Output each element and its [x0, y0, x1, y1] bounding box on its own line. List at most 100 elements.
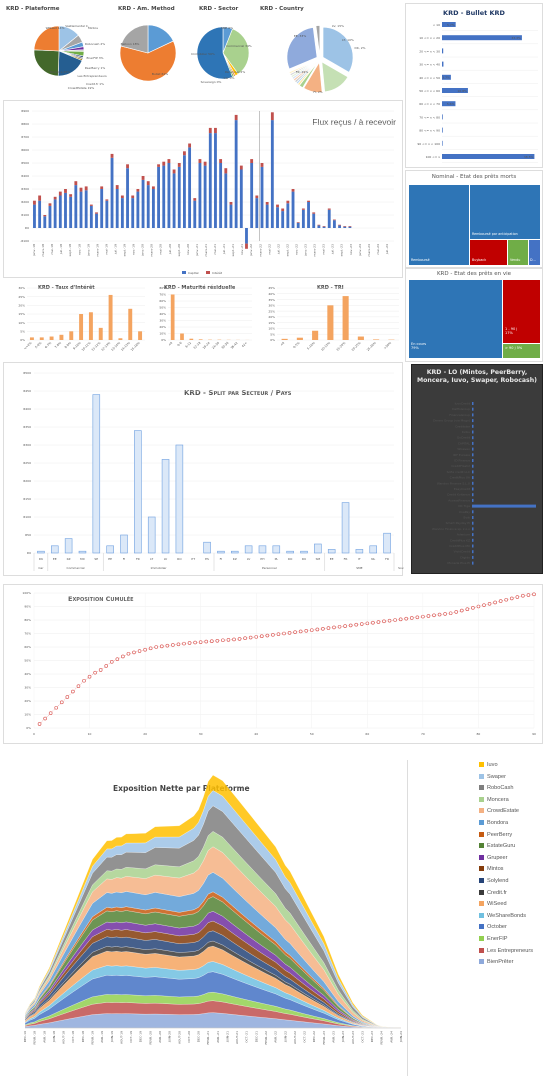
- tri-bar: [312, 330, 319, 340]
- cumul-point: [437, 612, 442, 617]
- lo-row-label: IuvoCredit: [455, 402, 471, 406]
- lo-bar: [472, 527, 474, 531]
- cumul-point: [359, 622, 364, 626]
- flux-bar-capital: [229, 204, 233, 228]
- flux-ytick: €800: [21, 122, 29, 126]
- nette-legend-item: CrowdEstate: [479, 808, 519, 814]
- flux-bar-interest: [203, 161, 207, 166]
- secteur-xtick: FR: [385, 557, 389, 561]
- nette-xtick: DEC-21: [254, 1031, 258, 1042]
- tri-ytick: 0%: [270, 338, 275, 342]
- bullet-row-label: 80 <= x < 90: [419, 129, 440, 133]
- bullet-bar-value: 5.7%: [447, 23, 455, 27]
- flux-xtick: mai-23: [322, 244, 326, 255]
- nette-xtick: AVR.-21: [216, 1031, 220, 1043]
- bullet-bar-value: 3.7%: [442, 76, 450, 80]
- nette-chart: DEC-16 FEVR.-18 AVR.-18 JUIN-18 AOUT-18 OCT.-…: [23, 774, 403, 1045]
- lo-row-label: CAPITAL: [458, 441, 470, 445]
- vie-tile-190-label: 1 - 90 j 17%: [505, 327, 518, 335]
- cumul-xtick: 90: [532, 732, 536, 736]
- nette-legend-label: Iuvo: [487, 762, 498, 768]
- lo-bar: [472, 407, 474, 411]
- maturite-ytick: 10%: [159, 332, 166, 336]
- nette-xtick: JUIN-22: [283, 1031, 287, 1043]
- cumul-chart: 100% 90% 80% 70% 60% 50% 40% 30% 20% 10% 0%0 10 20 30…: [22, 591, 536, 736]
- flux-bar-interest: [162, 161, 166, 166]
- lo-bar: [472, 453, 474, 457]
- taux-bar: [69, 331, 74, 340]
- cumul-xtick: 40: [254, 732, 258, 736]
- flux-xtick: mai-20: [159, 244, 163, 255]
- lo-bar: [472, 430, 474, 434]
- secteur-bar: [203, 541, 211, 554]
- tri-bar: [357, 336, 364, 340]
- flux-bar-capital: [131, 198, 135, 228]
- nette-xtick: AOUT-18: [62, 1031, 66, 1044]
- secteur-bar: [327, 549, 336, 554]
- taux-xtick: 11-12%: [90, 341, 101, 352]
- lo-row-label: FinanceGroup: [449, 413, 470, 417]
- cumul-point: [159, 644, 164, 649]
- flux-bar-interest: [198, 159, 202, 163]
- nette-xtick: JUIN-23: [341, 1031, 345, 1043]
- flux-bar-capital: [33, 204, 36, 228]
- cumul-point: [426, 614, 431, 618]
- cumul-point: [487, 601, 492, 606]
- maturite-xtick: 0-6: [176, 341, 182, 347]
- flux-bar-interest: [58, 191, 62, 196]
- nominal-tile-rembourse-label: Remboursé: [411, 258, 430, 262]
- tri-ytick: 5%: [270, 332, 275, 336]
- flux-bar-interest: [115, 185, 119, 189]
- pie-method-data-label: Bullet 61%: [152, 72, 168, 76]
- secteur-bar: [161, 459, 170, 554]
- nette-legend-label: Grupeer: [487, 854, 508, 861]
- lo-bar: [472, 533, 474, 537]
- vie-tile-190: 1 - 90 j 17%: [503, 280, 540, 343]
- flux-bar-capital: [146, 185, 150, 228]
- nette-xtick: OCT.-21: [245, 1031, 249, 1043]
- flux-bar-capital: [296, 222, 300, 228]
- flux-bar-capital: [38, 200, 42, 228]
- flux-legend-capital: Capital: [188, 271, 199, 275]
- cumul-point: [443, 612, 447, 616]
- nette-legend-label: Swaper: [487, 773, 506, 780]
- cumul-point: [448, 611, 453, 616]
- lo-row-label: UnaPay: [459, 510, 470, 514]
- cumul-xtick: 0: [33, 732, 35, 736]
- flux-bar-interest: [317, 224, 321, 226]
- lo-row-label: GoCredit: [457, 436, 471, 440]
- nette-legend-label: PeerBerry: [487, 831, 513, 838]
- flux-xtick: nov.-23: [349, 244, 353, 255]
- cumul-ytick: 20%: [24, 699, 31, 703]
- nette-legend-swatch: [479, 901, 484, 907]
- flux-bar-capital: [270, 120, 274, 228]
- pie-sector-data-label: Personnel 2%: [225, 70, 246, 74]
- nette-xtick: DEC-20: [197, 1031, 201, 1042]
- cumul-point: [476, 604, 481, 609]
- nette-area-iuvo: [24, 774, 402, 1028]
- cumul-point: [187, 641, 192, 645]
- tri-ytick: 20%: [268, 315, 275, 319]
- tri-bar: [342, 296, 349, 340]
- secteur-xtick: SM: [316, 557, 321, 561]
- lo-bar: [472, 470, 474, 474]
- flux-xtick: nov.-18: [77, 244, 81, 255]
- maturite-bar: [180, 333, 184, 340]
- nette-xtick: AOUT-22: [293, 1031, 297, 1044]
- cumul-ytick: 80%: [24, 618, 31, 622]
- tri-bar: [281, 338, 288, 340]
- pie-method-slice-amortissable: [120, 24, 149, 54]
- flux-bar-interest: [64, 189, 67, 193]
- tri-chart: 45% 40% 35% 30%25% 20% 15% 10%5% 0% <0 0-5% 5-10% 1…: [268, 286, 399, 352]
- maturite-bar: [189, 338, 194, 340]
- taux-chart: 30% 25% 20% 15% 10% 5% 0%<=4% 5-6% 6-7% 7-8% 8-9% 9…: [18, 286, 145, 352]
- flux-title: Flux reçus / à recevoir: [312, 117, 396, 127]
- flux-legend-interest-swatch: [206, 271, 210, 274]
- secteur-xtick: IT: [358, 557, 361, 561]
- secteur-bar: [314, 543, 322, 554]
- nette-xtick: JUIN-24: [399, 1031, 403, 1043]
- taux-xtick: 9-10%: [72, 341, 82, 351]
- flux-xtick: nov.-19: [132, 244, 136, 255]
- nominal-tile-vendu: Vendu: [508, 240, 528, 265]
